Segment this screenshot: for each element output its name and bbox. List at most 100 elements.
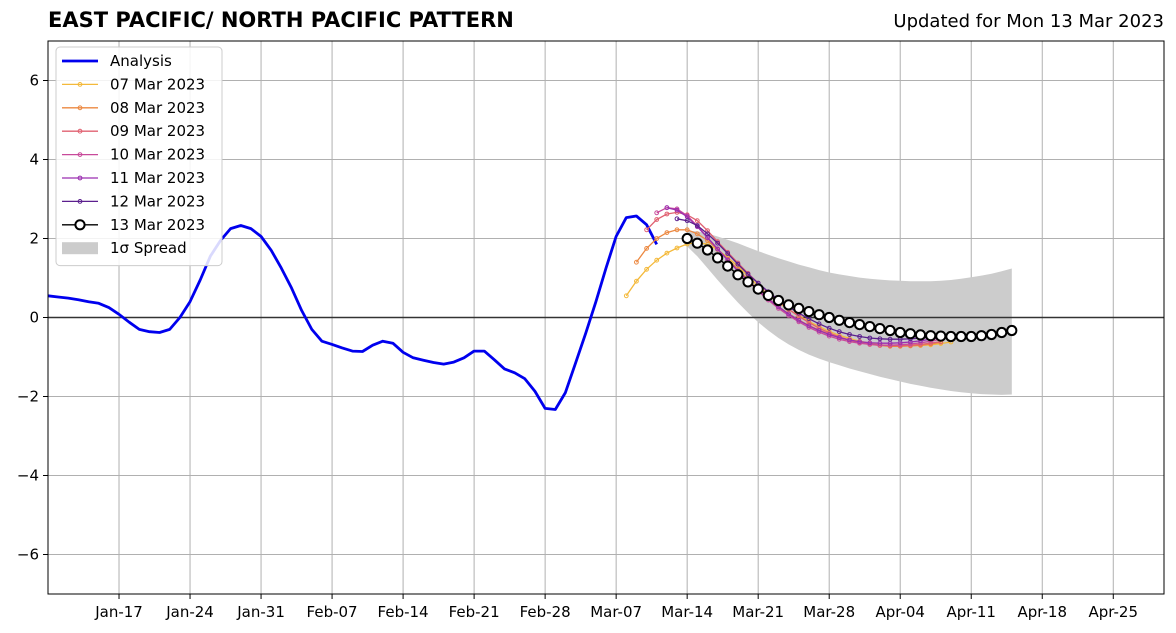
legend-label: Analysis (110, 52, 172, 70)
legend-label: 09 Mar 2023 (110, 122, 205, 140)
forecast-point (877, 340, 883, 346)
forecast-point (684, 227, 690, 233)
forecast-point (674, 216, 680, 222)
legend-swatch-marker (77, 152, 83, 158)
forecast-point (816, 321, 822, 327)
forecast-line (666, 207, 941, 344)
forecast-point (684, 218, 690, 224)
legend-swatch-marker (77, 199, 83, 204)
current-forecast-point (752, 283, 764, 295)
forecast-point (664, 250, 670, 256)
forecast-layer (623, 205, 954, 349)
current-forecast-point (783, 299, 795, 311)
forecast-point (836, 329, 842, 335)
legend-item: 12 Mar 2023 (62, 192, 205, 210)
current-forecast-point (914, 329, 927, 341)
forecast-point (867, 340, 873, 346)
forecast-point (816, 328, 822, 333)
y-tick-label: 6 (29, 72, 39, 90)
current-forecast-point (712, 252, 724, 264)
x-tick-label: Jan-31 (236, 603, 285, 621)
legend-swatch-marker (77, 105, 83, 111)
current-forecast-point (864, 321, 876, 333)
forecast-point (654, 236, 660, 241)
current-forecast-point (884, 324, 896, 337)
forecast-point (735, 261, 741, 267)
x-tick-label: Mar-07 (590, 603, 642, 621)
x-tick-label: Apr-04 (875, 603, 925, 621)
current-forecast-point (732, 269, 744, 281)
spread-layer (687, 230, 1012, 395)
forecast-line (676, 218, 951, 340)
x-tick-label: Jan-17 (94, 603, 143, 621)
current-forecast-point (701, 244, 714, 256)
current-forecast-point (742, 276, 754, 288)
forecast-point (644, 246, 649, 251)
forecast-point (867, 335, 873, 341)
forecast-point (715, 240, 720, 246)
forecast-point (877, 336, 883, 342)
forecast-point (674, 245, 680, 251)
legend-swatch-patch (62, 242, 98, 255)
analysis-line (47, 214, 658, 411)
forecast-point (705, 231, 710, 237)
forecast-point (857, 339, 862, 345)
current-forecast-point (722, 260, 734, 272)
current-forecast-point (945, 330, 957, 343)
forecast-point (664, 230, 670, 236)
x-tick-label: Feb-28 (520, 603, 571, 621)
y-tick-label: 0 (29, 309, 39, 327)
forecast-point (786, 311, 791, 317)
y-tick-label: 2 (29, 230, 39, 248)
legend-label: 1σ Spread (110, 239, 187, 257)
current-forecast-point (874, 323, 886, 335)
x-tick-label: Mar-14 (661, 603, 713, 621)
forecast-point (654, 217, 660, 222)
analysis-layer (47, 214, 658, 411)
forecast-point (654, 257, 660, 263)
forecast-point (847, 332, 852, 337)
current-forecast-point (996, 326, 1008, 339)
legend-item: Analysis (62, 52, 172, 70)
forecast-point (725, 251, 731, 256)
forecast-point (674, 227, 680, 233)
legend-swatch-marker (77, 175, 83, 181)
forecast-point (664, 211, 670, 217)
forecast-point (847, 337, 852, 343)
current-forecast-point (1006, 324, 1018, 337)
current-forecast-point (681, 232, 693, 245)
legend-item: 07 Mar 2023 (62, 75, 205, 93)
legend-label: 13 Mar 2023 (110, 216, 205, 234)
current-forecast-point (823, 311, 835, 324)
x-tick-label: Feb-21 (449, 603, 500, 621)
forecast-point (664, 205, 670, 211)
forecast-point (634, 278, 639, 284)
forecast-point (694, 223, 700, 228)
updated-date: Updated for Mon 13 Mar 2023 (893, 11, 1164, 32)
forecast-point (654, 210, 660, 216)
forecast-point (644, 227, 649, 233)
legend-label: 10 Mar 2023 (110, 146, 205, 164)
current-forecast-point (975, 330, 988, 342)
forecast-point (826, 332, 832, 337)
forecast-point (644, 266, 649, 272)
current-forecast-point (925, 330, 937, 342)
x-tick-label: Apr-25 (1089, 603, 1139, 621)
spread-band (687, 230, 1012, 395)
y-tick-label: −4 (17, 467, 39, 485)
current-forecast-point (854, 319, 866, 331)
current-forecast-point (793, 302, 805, 314)
y-tick-label: −6 (17, 546, 39, 564)
current-forecast-point (843, 317, 856, 329)
current-forecast-point (904, 328, 917, 340)
legend-item: 09 Mar 2023 (62, 122, 205, 140)
y-tick-label: 4 (29, 151, 39, 169)
forecast-point (634, 259, 639, 265)
forecast-point (745, 271, 751, 277)
forecast-point (623, 293, 629, 299)
legend-label: 08 Mar 2023 (110, 99, 205, 117)
forecast-point (705, 228, 710, 234)
x-tick-label: Mar-21 (732, 603, 784, 621)
current-forecast-point (955, 330, 967, 343)
forecast-point (826, 325, 832, 331)
